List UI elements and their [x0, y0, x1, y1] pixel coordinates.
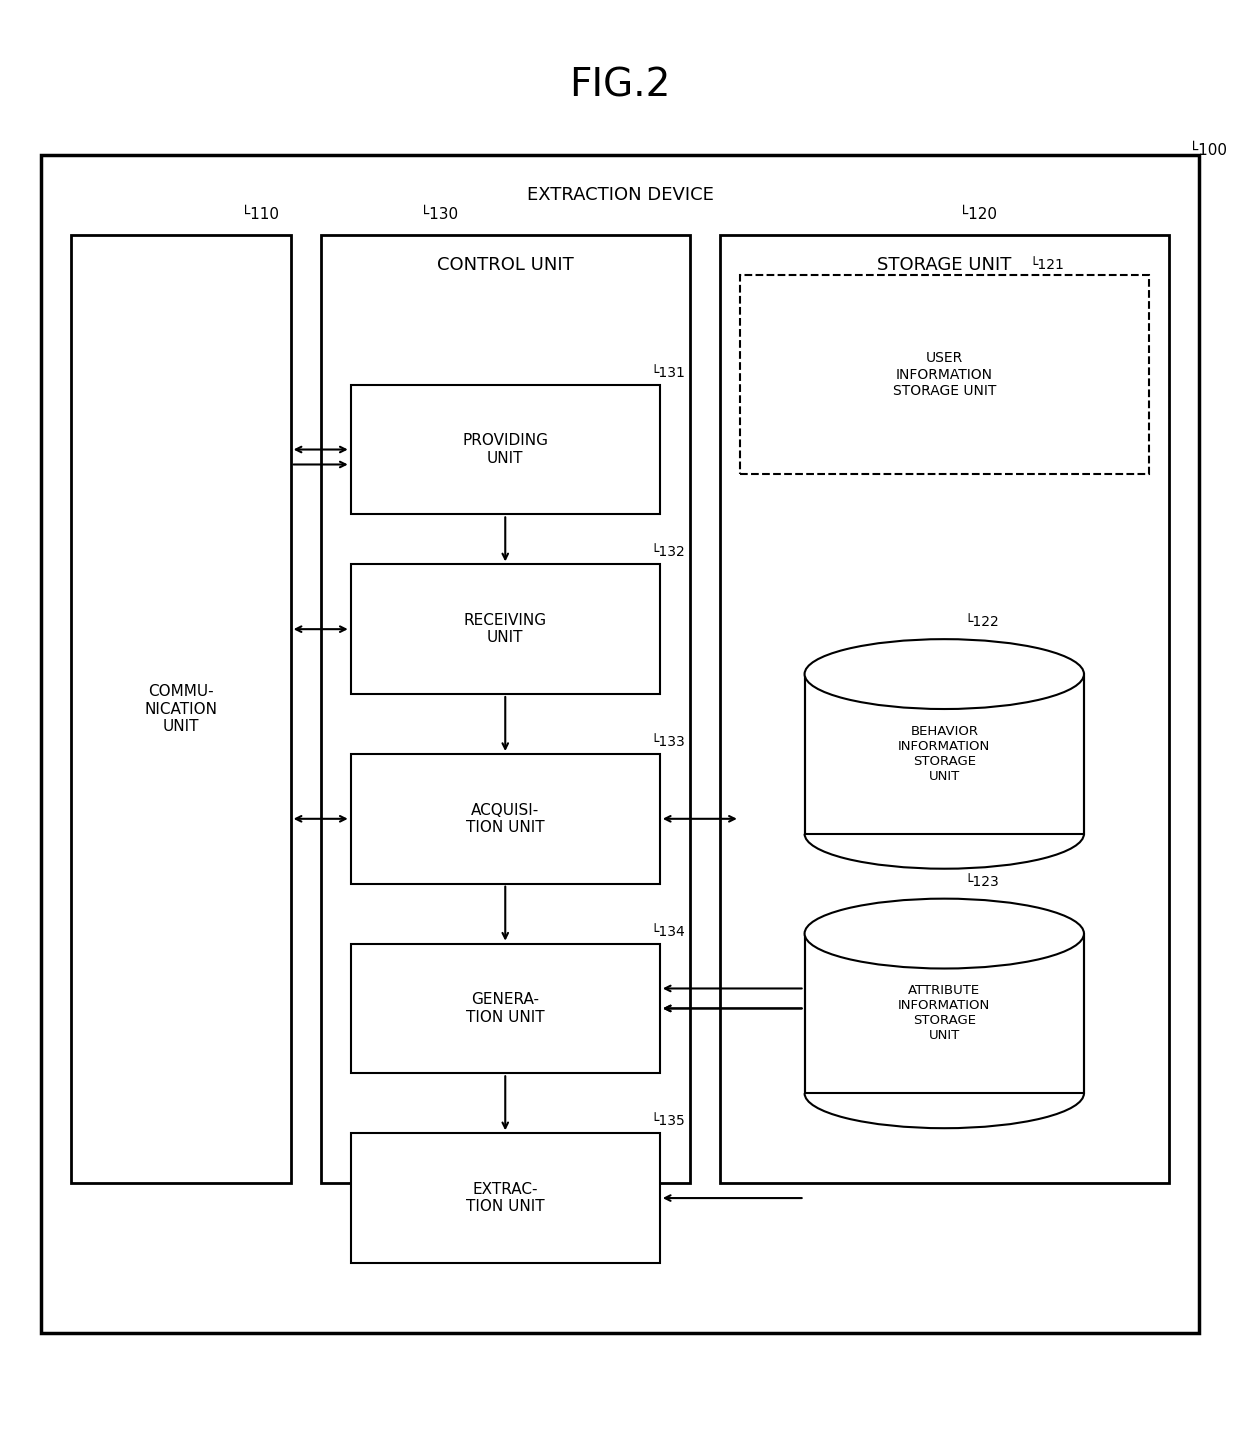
Text: └132: └132: [650, 545, 684, 559]
Text: EXTRACTION DEVICE: EXTRACTION DEVICE: [527, 186, 713, 204]
Bar: [719, 235, 1169, 1183]
Bar: [321, 235, 689, 1183]
Bar: [351, 565, 660, 694]
Ellipse shape: [805, 640, 1084, 708]
Text: STORAGE UNIT: STORAGE UNIT: [877, 255, 1012, 274]
Bar: [351, 384, 660, 515]
Text: COMMU-
NICATION
UNIT: COMMU- NICATION UNIT: [145, 684, 217, 734]
Text: FIG.2: FIG.2: [569, 66, 671, 105]
Ellipse shape: [805, 899, 1084, 968]
Bar: [41, 155, 1199, 1332]
Text: └120: └120: [960, 208, 997, 222]
Text: └134: └134: [650, 925, 684, 939]
Text: GENERA-
TION UNIT: GENERA- TION UNIT: [466, 992, 544, 1025]
Text: ACQUISI-
TION UNIT: ACQUISI- TION UNIT: [466, 803, 544, 835]
Text: └122: └122: [965, 615, 999, 630]
Bar: [740, 275, 1148, 475]
Text: BEHAVIOR
INFORMATION
STORAGE
UNIT: BEHAVIOR INFORMATION STORAGE UNIT: [898, 726, 991, 783]
Text: └130: └130: [420, 208, 459, 222]
Text: EXTRAC-
TION UNIT: EXTRAC- TION UNIT: [466, 1182, 544, 1215]
Text: └135: └135: [650, 1114, 684, 1129]
Bar: [71, 235, 290, 1183]
Text: ATTRIBUTE
INFORMATION
STORAGE
UNIT: ATTRIBUTE INFORMATION STORAGE UNIT: [898, 984, 991, 1043]
Bar: [351, 944, 660, 1073]
Text: └123: └123: [965, 875, 999, 889]
Bar: [805, 674, 1084, 833]
Text: └110: └110: [241, 208, 279, 222]
Text: RECEIVING
UNIT: RECEIVING UNIT: [464, 612, 547, 645]
Bar: [351, 754, 660, 883]
Text: └121: └121: [1029, 258, 1064, 272]
Bar: [805, 934, 1084, 1093]
Text: PROVIDING
UNIT: PROVIDING UNIT: [463, 433, 548, 466]
Text: └100: └100: [1189, 142, 1226, 158]
Text: USER
INFORMATION
STORAGE UNIT: USER INFORMATION STORAGE UNIT: [893, 351, 996, 397]
Bar: [351, 1133, 660, 1263]
Text: └131: └131: [650, 366, 684, 380]
Text: └133: └133: [650, 736, 684, 749]
Text: CONTROL UNIT: CONTROL UNIT: [436, 255, 574, 274]
